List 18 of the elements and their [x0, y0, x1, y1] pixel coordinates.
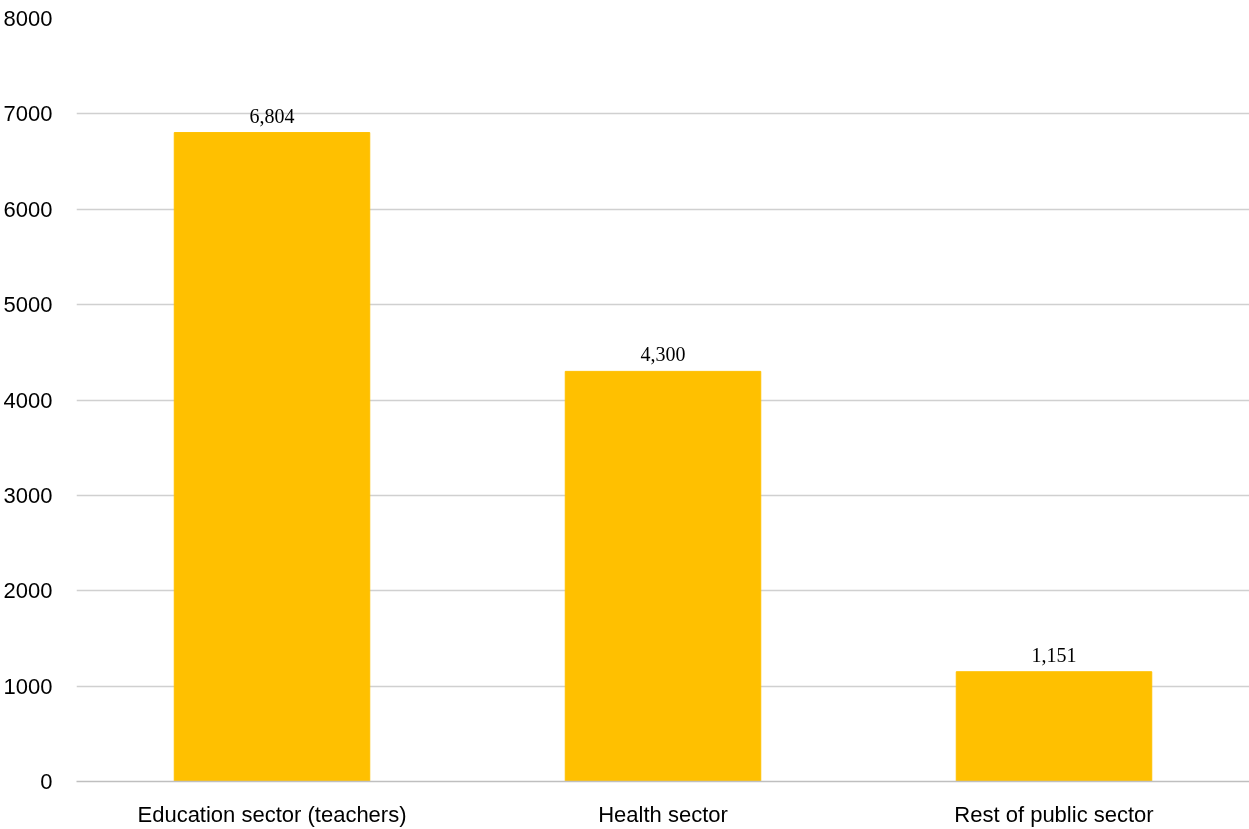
y-tick-label: 1000: [3, 673, 53, 699]
x-tick-label: Health sector: [598, 801, 728, 827]
data-label: 1,151: [1031, 643, 1077, 666]
y-tick-label: 5000: [3, 292, 53, 318]
y-tick-label: 3000: [3, 482, 53, 508]
y-tick-label: 2000: [3, 578, 53, 604]
y-tick-label: 6000: [3, 196, 53, 222]
bar: [564, 370, 762, 782]
y-tick-label: 4000: [3, 387, 53, 413]
y-tick-label: 7000: [3, 101, 53, 127]
bar: [955, 671, 1153, 782]
x-tick-label: Education sector (teachers): [137, 801, 407, 827]
data-label: 4,300: [640, 343, 686, 366]
y-tick-label: 8000: [3, 6, 53, 31]
y-tick-label: 0: [40, 769, 53, 794]
x-tick-label: Rest of public sector: [954, 801, 1154, 827]
bar: [173, 132, 371, 782]
data-label: 6,804: [249, 104, 295, 127]
